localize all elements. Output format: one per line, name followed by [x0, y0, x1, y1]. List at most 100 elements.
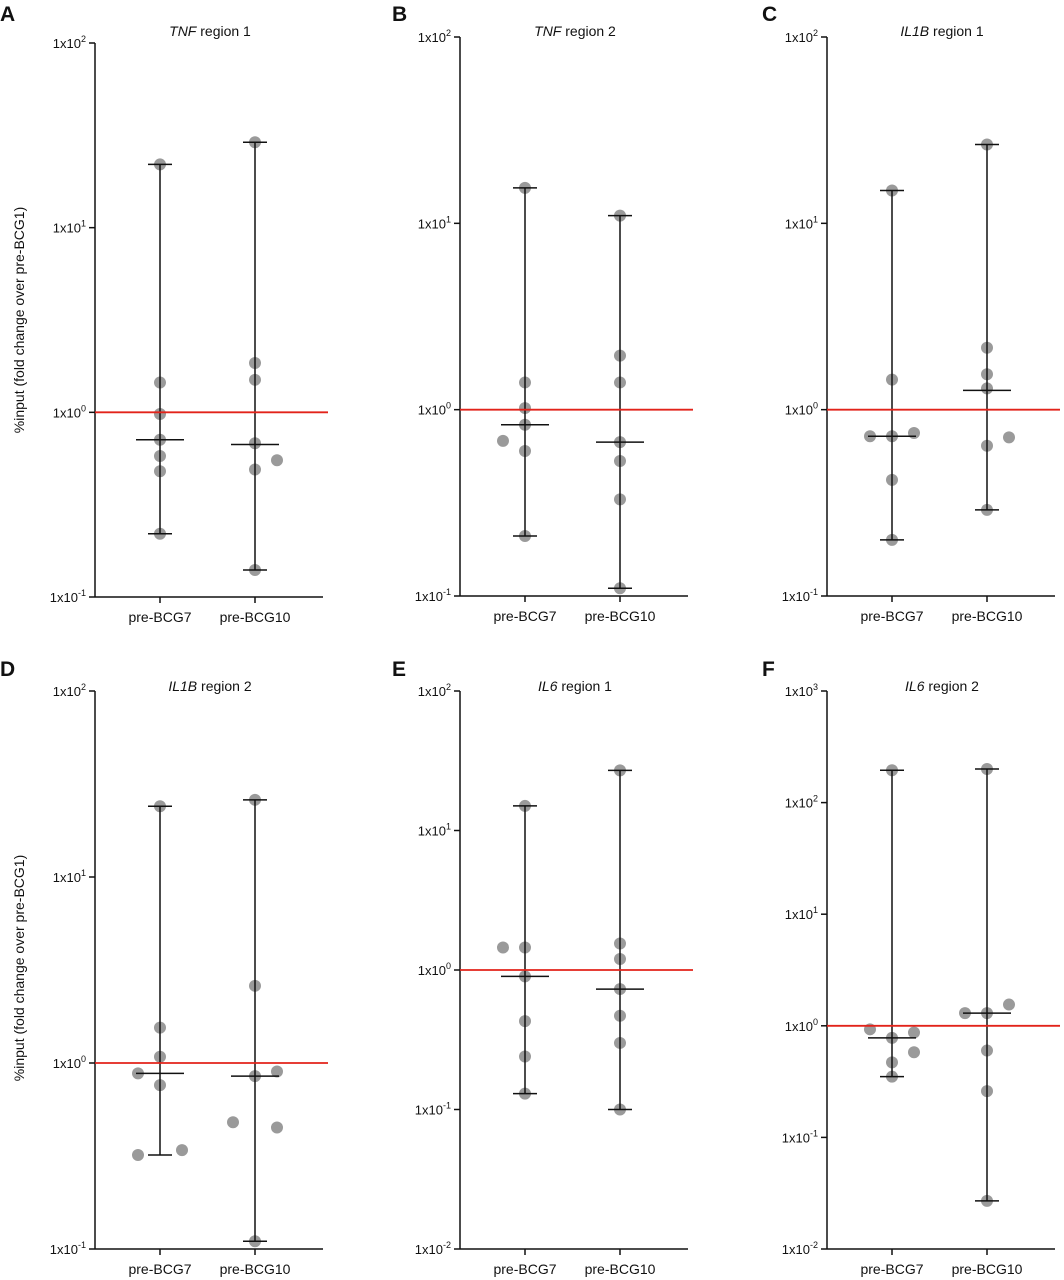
- y-tick-label-exponent: -1: [78, 1240, 86, 1250]
- data-point: [227, 1116, 239, 1129]
- y-tick-label: 1x10-1: [415, 1101, 451, 1118]
- panel-title-region: region 1: [929, 23, 984, 39]
- data-point: [132, 1149, 144, 1162]
- series-pre-bcg7: [136, 158, 184, 540]
- y-tick-label: 1x102: [418, 28, 451, 45]
- y-tick-label-exponent: 0: [446, 961, 451, 971]
- series-pre-bcg7: [132, 800, 188, 1162]
- y-tick-label-base: 1x10: [785, 684, 813, 699]
- series-pre-bcg7: [864, 184, 920, 546]
- y-tick-label-exponent: -1: [78, 588, 86, 598]
- y-tick-label: 1x101: [53, 868, 86, 885]
- y-tick-label-base: 1x10: [785, 30, 813, 45]
- panel-title-gene: IL1B: [900, 23, 929, 39]
- y-tick-label-exponent: 1: [81, 868, 86, 878]
- y-tick-label-base: 1x10: [785, 907, 813, 922]
- y-tick-label: 1x100: [53, 1054, 86, 1071]
- data-point: [1003, 431, 1015, 444]
- y-tick-label: 1x10-1: [782, 1128, 818, 1145]
- y-tick-label: 1x103: [785, 682, 818, 699]
- panel-letter: F: [762, 658, 775, 681]
- panel-title-region: region 1: [196, 23, 251, 39]
- y-tick-label-base: 1x10: [415, 1242, 443, 1257]
- y-tick-label-exponent: -1: [443, 1101, 451, 1111]
- data-point: [497, 941, 509, 954]
- y-tick-label: 1x10-1: [782, 587, 818, 604]
- series-pre-bcg7: [497, 181, 549, 542]
- y-tick-label: 1x102: [785, 794, 818, 811]
- y-tick-label-exponent: 0: [81, 403, 86, 413]
- x-tick-label: pre-BCG10: [952, 608, 1023, 624]
- y-tick-label: 1x101: [785, 214, 818, 231]
- x-tick-label: pre-BCG10: [220, 609, 291, 625]
- y-tick-label-base: 1x10: [418, 684, 446, 699]
- x-tick-label: pre-BCG7: [493, 1261, 556, 1277]
- data-point: [497, 434, 509, 447]
- x-tick-label: pre-BCG10: [585, 1261, 656, 1277]
- y-tick-label: 1x102: [785, 28, 818, 45]
- panel-letter: E: [392, 658, 406, 681]
- panel-letter: C: [762, 3, 777, 26]
- panel-title-gene: IL6: [538, 678, 558, 694]
- y-tick-label-exponent: 2: [446, 28, 451, 38]
- y-tick-label: 1x102: [53, 34, 86, 51]
- y-tick-label-base: 1x10: [53, 405, 81, 420]
- y-tick-label-exponent: 2: [813, 28, 818, 38]
- y-tick-label-base: 1x10: [418, 824, 446, 839]
- x-tick-label: pre-BCG7: [860, 608, 923, 624]
- y-tick-label-exponent: 0: [81, 1054, 86, 1064]
- series-pre-bcg10: [959, 763, 1015, 1207]
- y-tick-label: 1x100: [785, 401, 818, 418]
- y-tick-label: 1x10-1: [50, 588, 86, 605]
- y-tick-label-base: 1x10: [782, 589, 810, 604]
- data-point: [908, 1046, 920, 1059]
- y-tick-label-base: 1x10: [418, 30, 446, 45]
- y-tick-label: 1x10-1: [50, 1240, 86, 1257]
- y-tick-label-base: 1x10: [418, 963, 446, 978]
- y-tick-label-exponent: 3: [813, 682, 818, 692]
- data-point: [1003, 998, 1015, 1011]
- series-pre-bcg10: [227, 793, 283, 1248]
- y-tick-label-exponent: 2: [446, 682, 451, 692]
- x-tick-label: pre-BCG7: [493, 608, 556, 624]
- panel-letter: A: [0, 3, 15, 26]
- y-tick-label: 1x101: [785, 905, 818, 922]
- panel-title: TNF region 2: [534, 23, 616, 39]
- y-tick-label-base: 1x10: [418, 403, 446, 418]
- y-tick-label-exponent: 0: [813, 401, 818, 411]
- y-tick-label: 1x102: [53, 682, 86, 699]
- panel-title-gene: IL1B: [168, 678, 197, 694]
- y-tick-label: 1x101: [418, 214, 451, 231]
- y-tick-label-exponent: 2: [813, 794, 818, 804]
- y-tick-label: 1x100: [418, 401, 451, 418]
- y-axis-label-bottom: %input (fold change over pre-BCG1): [11, 855, 27, 1081]
- panel-title-region: region 2: [561, 23, 616, 39]
- y-tick-label-exponent: -1: [810, 1128, 818, 1138]
- y-tick-label: 1x10-1: [415, 587, 451, 604]
- series-pre-bcg7: [864, 764, 920, 1083]
- x-tick-label: pre-BCG10: [585, 608, 656, 624]
- y-tick-label-base: 1x10: [418, 216, 446, 231]
- x-tick-label: pre-BCG7: [128, 1261, 191, 1277]
- y-tick-label: 1x100: [785, 1017, 818, 1034]
- panel-title-region: region 1: [557, 678, 612, 694]
- series-pre-bcg10: [596, 209, 644, 595]
- panel-title-region: region 2: [197, 678, 252, 694]
- y-tick-label: 1x102: [418, 682, 451, 699]
- x-tick-label: pre-BCG7: [860, 1261, 923, 1277]
- y-tick-label: 1x100: [53, 403, 86, 420]
- y-tick-label-exponent: 2: [81, 682, 86, 692]
- panel-title: IL6 region 2: [905, 678, 979, 694]
- data-point: [176, 1144, 188, 1157]
- y-tick-label-base: 1x10: [53, 684, 81, 699]
- y-tick-label-base: 1x10: [785, 796, 813, 811]
- y-tick-label-exponent: 0: [813, 1017, 818, 1027]
- y-axis-label-top: %input (fold change over pre-BCG1): [11, 207, 27, 433]
- y-tick-label-base: 1x10: [53, 870, 81, 885]
- y-tick-label-exponent: 1: [446, 214, 451, 224]
- series-pre-bcg10: [231, 136, 283, 577]
